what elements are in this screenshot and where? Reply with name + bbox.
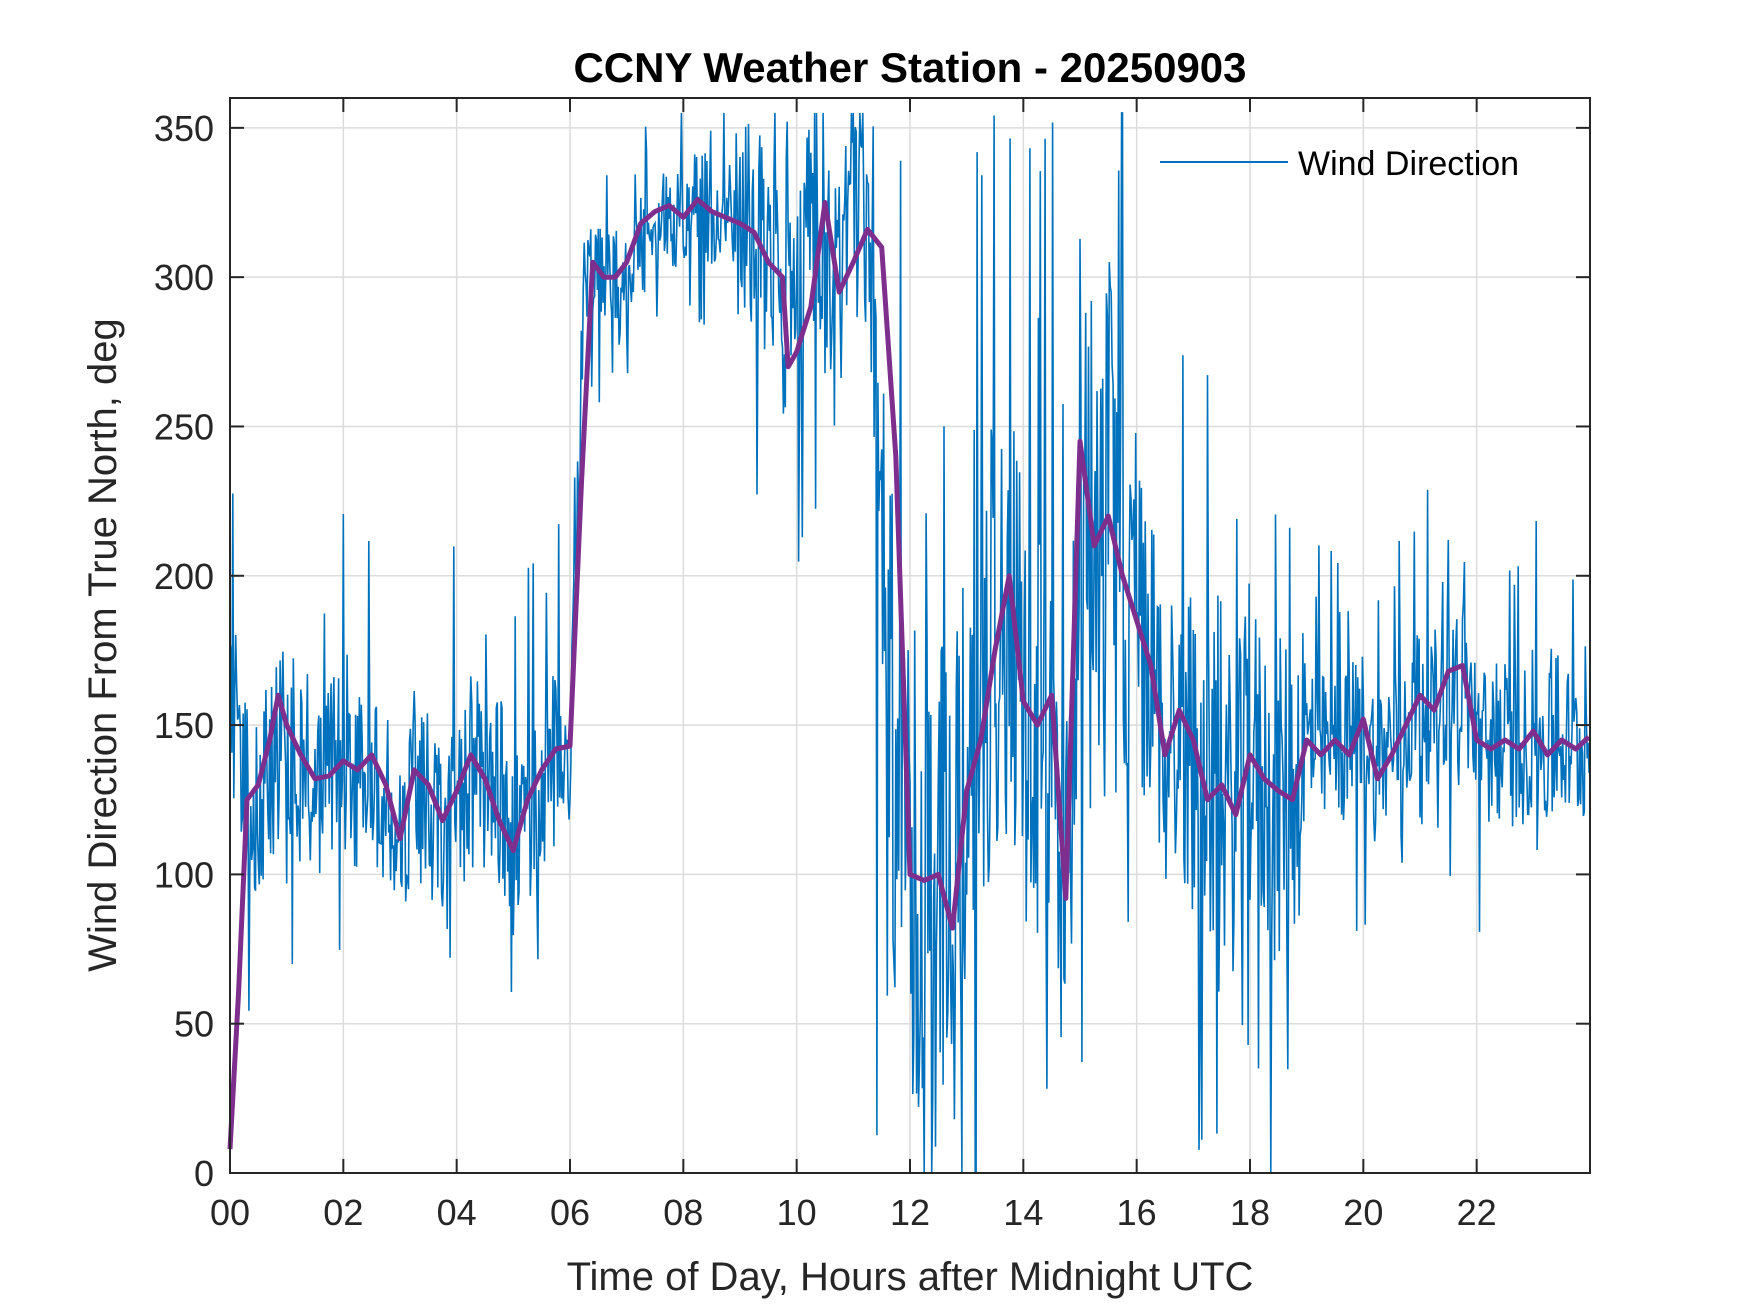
y-axis-ticks: 0 50 100 150 200 250 300 350 (154, 108, 1590, 1194)
line-smoothed (227, 197, 1591, 1150)
y-tick-label: 0 (194, 1153, 214, 1194)
x-tick-label: 00 (210, 1192, 250, 1233)
x-axis-label: Time of Day, Hours after Midnight UTC (567, 1255, 1254, 1299)
x-axis-ticks: 00 02 04 06 08 10 12 14 16 18 20 22 (210, 98, 1497, 1233)
y-tick-label: 100 (154, 854, 214, 895)
x-tick-label: 20 (1343, 1192, 1383, 1233)
y-tick-label: 250 (154, 406, 214, 447)
series-wind-direction (229, 112, 1590, 1174)
legend-label-wind-direction: Wind Direction (1298, 145, 1519, 183)
y-tick-label: 300 (154, 257, 214, 298)
chart-title: CCNY Weather Station - 20250903 (573, 44, 1246, 91)
x-tick-label: 02 (323, 1192, 363, 1233)
x-tick-label: 14 (1003, 1192, 1043, 1233)
x-tick-label: 18 (1230, 1192, 1270, 1233)
x-tick-label: 04 (437, 1192, 477, 1233)
y-tick-label: 150 (154, 705, 214, 746)
series-smoothed (227, 197, 1591, 1150)
y-tick-label: 200 (154, 556, 214, 597)
x-tick-label: 22 (1457, 1192, 1497, 1233)
x-tick-label: 06 (550, 1192, 590, 1233)
y-tick-label: 350 (154, 108, 214, 149)
x-tick-label: 16 (1117, 1192, 1157, 1233)
x-tick-label: 08 (663, 1192, 703, 1233)
x-tick-label: 12 (890, 1192, 930, 1233)
x-tick-label: 10 (777, 1192, 817, 1233)
line-wind-direction (229, 112, 1590, 1174)
y-axis-label: Wind Direction From True North, deg (81, 318, 125, 972)
y-tick-label: 50 (174, 1004, 214, 1045)
legend: Wind Direction (1160, 145, 1519, 183)
